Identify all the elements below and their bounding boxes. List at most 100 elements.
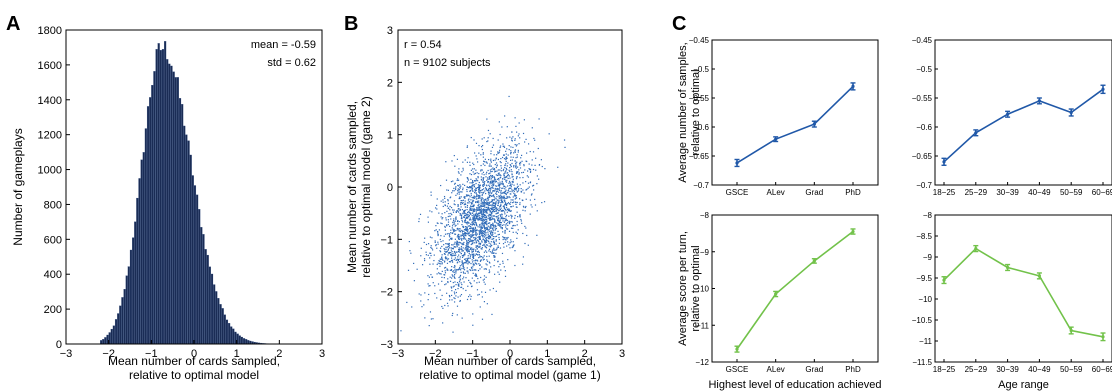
scatter-point (485, 263, 487, 265)
scatter-point (458, 283, 460, 285)
scatter-point (476, 195, 478, 197)
scatter-point (518, 172, 520, 174)
scatter-point (487, 208, 489, 210)
scatter-point (453, 190, 455, 192)
y-axis-label-line: Mean number of cards sampled, (345, 101, 359, 273)
scatter-point (472, 313, 474, 315)
scatter-point (463, 269, 466, 271)
scatter-point (483, 231, 485, 233)
scatter-point (508, 169, 510, 171)
scatter-point (514, 149, 517, 151)
scatter-point (486, 210, 488, 212)
scatter-point (445, 283, 447, 285)
scatter-point (452, 209, 454, 211)
scatter-point (506, 168, 508, 171)
y-tick-label: −12 (695, 358, 709, 367)
scatter-point (487, 204, 489, 206)
scatter-point (479, 260, 482, 262)
scatter-point (459, 295, 461, 297)
scatter-point (444, 272, 447, 274)
x-tick-label: ALev (767, 188, 785, 197)
scatter-point (451, 257, 453, 259)
scatter-point (458, 221, 460, 223)
data-point (1006, 112, 1010, 116)
scatter-point (468, 198, 470, 200)
scatter-point (468, 279, 470, 282)
scatter-point (515, 172, 518, 175)
scatter-point (479, 226, 481, 228)
scatter-point (453, 200, 456, 202)
scatter-point (444, 229, 446, 231)
scatter-point (517, 229, 519, 231)
scatter-point (467, 216, 470, 218)
scatter-point (475, 242, 478, 244)
scatter-point (492, 208, 494, 210)
scatter-point (447, 221, 450, 223)
scatter-point (516, 131, 518, 133)
scatter-point (482, 163, 484, 165)
scatter-point (441, 280, 443, 282)
scatter-point (474, 242, 476, 244)
scatter-point (470, 186, 472, 188)
scatter-point (451, 255, 453, 257)
histogram-bar (157, 43, 160, 345)
scatter-point (468, 257, 470, 259)
scatter-point (480, 201, 482, 203)
scatter-point (471, 185, 473, 187)
scatter-point (478, 195, 481, 197)
scatter-point (466, 226, 468, 228)
scatter-point (510, 227, 513, 229)
scatter-point (498, 222, 501, 224)
scatter-point (462, 169, 464, 171)
scatter-point (437, 233, 439, 236)
y-axis-label-line: Average score per turn, (677, 231, 689, 346)
scatter-point (462, 213, 464, 215)
scatter-point (470, 283, 472, 285)
scatter-point (487, 222, 489, 224)
scatter-point (487, 140, 489, 142)
scatter-point (514, 264, 516, 267)
histogram-bar (104, 337, 107, 345)
scatter-point (482, 244, 484, 247)
scatter-point (467, 249, 469, 251)
scatter-point (470, 236, 472, 238)
scatter-point (469, 187, 471, 189)
scatter-point (462, 247, 464, 249)
scatter-point (515, 176, 518, 178)
scatter-point (521, 160, 523, 162)
scatter-point (507, 259, 509, 261)
scatter-point (471, 259, 473, 261)
scatter-point (471, 168, 474, 170)
scatter-point (470, 219, 472, 221)
scatter-point (471, 254, 473, 256)
scatter-point (449, 215, 451, 217)
scatter-point (526, 152, 528, 154)
scatter-point (510, 159, 512, 161)
scatter-point (530, 204, 532, 206)
scatter-point (468, 211, 470, 214)
scatter-point (504, 188, 506, 190)
scatter-point (462, 262, 464, 264)
scatter-point (454, 204, 456, 206)
scatter-point (457, 258, 460, 261)
scatter-point (460, 234, 462, 236)
histogram-bar (166, 59, 169, 345)
scatter-point (484, 283, 486, 285)
scatter-point (475, 196, 477, 198)
scatter-point (462, 183, 464, 185)
scatter-point (430, 318, 432, 320)
scatter-point (452, 190, 454, 192)
scatter-point (465, 233, 467, 235)
scatter-point (479, 196, 481, 198)
scatter-point (488, 201, 491, 203)
scatter-point (475, 187, 477, 190)
scatter-point (482, 152, 484, 154)
scatter-point (474, 190, 476, 192)
scatter-point (474, 220, 476, 222)
scatter-point (489, 214, 491, 216)
scatter-point (480, 217, 482, 220)
y-tick-label: 1 (387, 130, 393, 142)
scatter-point (466, 216, 468, 219)
scatter-point (482, 184, 484, 186)
scatter-point (481, 210, 483, 213)
